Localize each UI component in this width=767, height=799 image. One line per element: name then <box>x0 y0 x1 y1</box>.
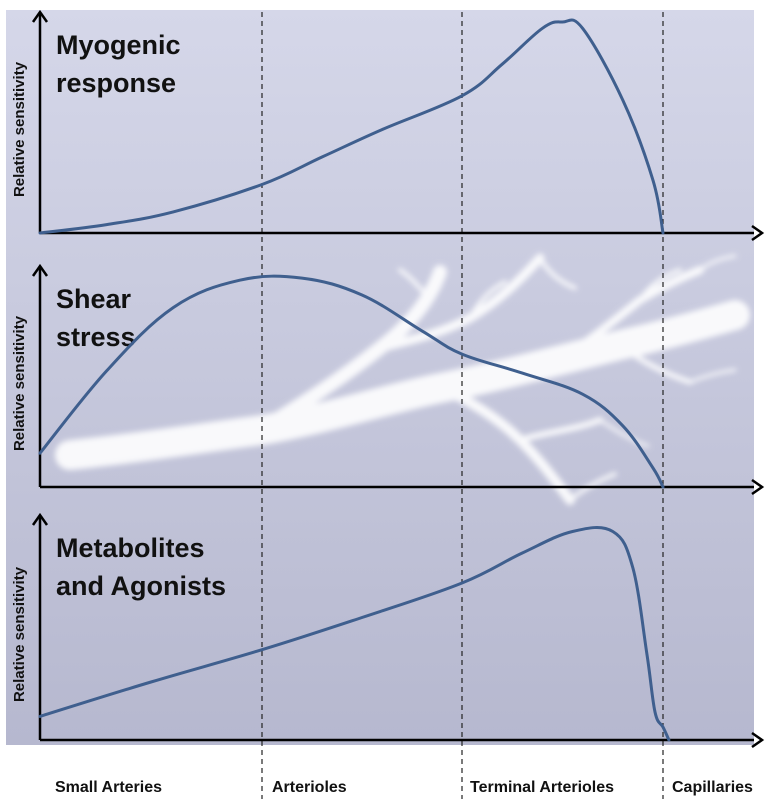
x-category-label: Capillaries <box>672 779 753 796</box>
panel-3: Relative sensitivity Metabolites and Agoni… <box>11 512 765 749</box>
panel-2: Relative sensitivity Shear stress <box>11 263 765 496</box>
y-axis-label: Relative sensitivity <box>11 61 28 197</box>
panel-title-line-1: Metabolites <box>56 533 205 563</box>
panel-1: Relative sensitivity Myogenic response <box>11 9 765 242</box>
x-category-labels: Small Arteries Arterioles Terminal Arterio… <box>55 779 753 796</box>
panel-title-line-2: and Agonists <box>56 571 226 601</box>
sensitivity-curve <box>38 526 671 742</box>
panel-title-line-2: response <box>56 68 176 98</box>
panel-title-line-1: Shear <box>56 284 132 314</box>
figure-background <box>6 10 754 745</box>
y-axis-arrowhead <box>31 263 49 277</box>
x-axis-arrowhead <box>751 478 765 496</box>
sensitivity-panels: Relative sensitivityMyogenicresponseRela… <box>11 9 765 749</box>
x-axis-arrowhead <box>751 224 765 242</box>
x-category-label: Small Arteries <box>55 779 162 796</box>
x-axis-arrowhead <box>751 731 765 749</box>
x-category-label: Terminal Arterioles <box>470 779 614 796</box>
panel-title-line-2: stress <box>56 322 136 352</box>
y-axis-label: Relative sensitivity <box>11 315 28 451</box>
sensitivity-curve <box>38 274 665 489</box>
y-axis-arrowhead <box>31 512 49 526</box>
y-axis-label: Relative sensitivity <box>11 566 28 702</box>
sensitivity-curve <box>38 18 665 235</box>
y-axis-arrowhead <box>31 9 49 23</box>
x-category-label: Arterioles <box>272 779 347 796</box>
vessel-tree-illustration <box>55 253 750 505</box>
panel-title-line-1: Myogenic <box>56 30 181 60</box>
